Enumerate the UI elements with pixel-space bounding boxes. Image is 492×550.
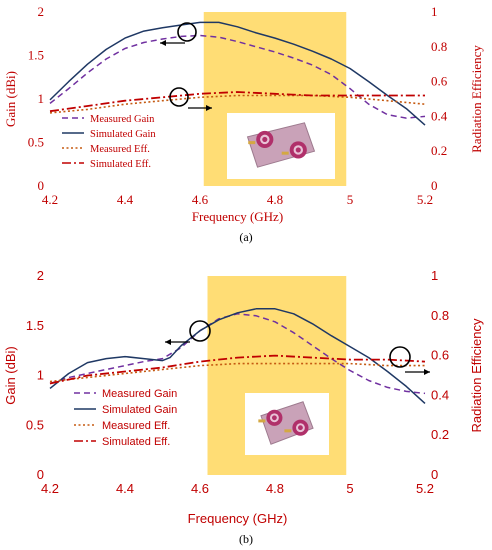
x-tick-label: 4.8 [266,481,284,496]
legend: Measured Gain Simulated Gain Measured Eff.… [62,114,156,170]
y-tick-label: 2 [37,268,44,283]
annotation-circle [177,22,197,42]
x-tick-label: 4.4 [116,481,134,496]
series-line-simulated-gain [49,21,426,126]
x-axis-label: Frequency (GHz) [192,209,283,224]
y-tick-label: 1 [37,368,44,383]
legend-label: Measured Eff. [90,144,150,155]
y2-tick-label: 0 [431,467,438,482]
y-axis-label: Gain (dBi) [3,346,18,405]
legend: Measured Gain Simulated Gain Measured Eff.… [74,388,177,448]
legend-label: Simulated Eff. [90,159,151,170]
legend-label: Measured Gain [102,388,177,400]
annotation-circle [189,320,211,342]
y-tick-label: 0 [37,467,44,482]
x-tick-label: 5 [347,192,354,207]
subfigure-label: (b) [239,532,253,546]
antenna-center [295,147,301,153]
y2-tick-label: 0.6 [431,74,448,89]
y-tick-label: 0 [38,178,45,193]
x-tick-label: 5.2 [416,481,434,496]
subfigure-label: (a) [239,230,252,244]
y-tick-label: 1.5 [28,48,44,63]
antenna-center [298,425,303,431]
series-line-simulated-eff [49,91,425,113]
arrow-head [165,339,171,345]
y-tick-label: 1 [38,91,45,106]
x-tick-label: 4.2 [41,481,59,496]
arrow-head [424,369,430,375]
y2-axis-label: Radiation Efficiency [469,318,484,432]
y2-tick-label: 1 [431,4,438,19]
feed-line [284,429,292,433]
x-tick-label: 4.6 [192,192,209,207]
y-tick-label: 0.5 [26,417,44,432]
arrow-head [206,105,212,111]
y-tick-label: 2 [38,4,45,19]
x-tick-label: 4.6 [191,481,209,496]
y2-tick-label: 0 [431,178,438,193]
series-line-measured-gain [49,313,426,395]
x-tick-label: 4.8 [267,192,283,207]
y2-tick-label: 0.2 [431,427,449,442]
y2-tick-label: 1 [431,268,438,283]
x-tick-label: 5 [346,481,353,496]
y2-axis-label: Radiation Efficiency [469,45,484,153]
legend-label: Measured Eff. [102,420,170,432]
feed-line [258,419,266,423]
y2-tick-label: 0.8 [431,39,447,54]
antenna-center [262,136,268,142]
legend-label: Simulated Gain [90,129,156,140]
y2-tick-label: 0.4 [431,108,448,123]
series-line-simulated-eff [49,354,426,385]
annotation-circle [389,346,411,368]
series-line-simulated-gain [49,308,426,404]
y2-tick-label: 0.8 [431,308,449,323]
x-tick-label: 4.2 [42,192,58,207]
arrow-head [160,40,166,46]
y2-tick-label: 0.6 [431,348,449,363]
y-tick-label: 1.5 [26,318,44,333]
antenna-photo [227,113,335,179]
antenna-photo [245,393,329,455]
antenna-center [271,415,277,421]
feed-line [248,141,256,145]
legend-label: Simulated Gain [102,404,177,416]
y2-tick-label: 0.4 [431,387,449,402]
x-tick-label: 4.4 [117,192,134,207]
annotation-circle [169,87,189,107]
chart-panel-a: 4.2 4.4 4.6 4.8 5 5.200.511.5200.20.40.60.81F… [3,4,484,244]
x-tick-label: 5.2 [417,192,433,207]
feed-line [281,151,289,155]
y2-tick-label: 0.2 [431,143,447,158]
legend-label: Measured Gain [90,114,155,125]
y-tick-label: 0.5 [28,135,44,150]
x-axis-label: Frequency (GHz) [188,511,288,526]
legend-label: Simulated Eff. [102,436,170,448]
chart-panel-b: 4.2 4.4 4.6 4.8 5 5.200.511.5200.20.40.60.81F… [3,268,484,546]
y-axis-label: Gain (dBi) [3,71,18,127]
